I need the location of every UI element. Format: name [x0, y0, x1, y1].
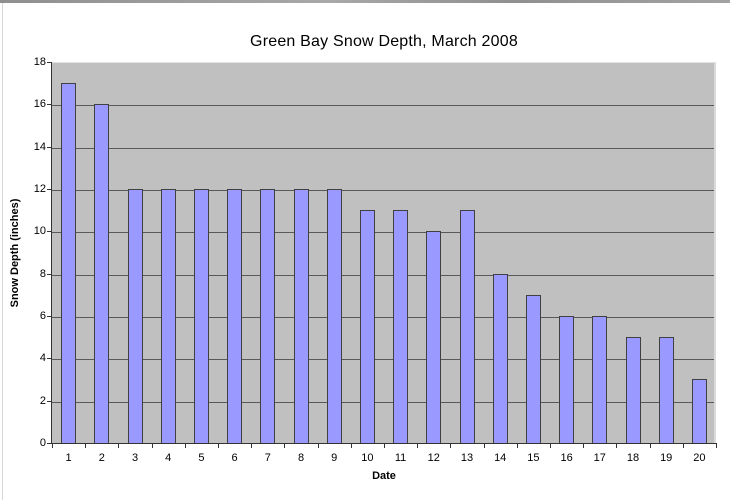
bar-day-8: [293, 189, 309, 443]
x-tick-label-6: 6: [231, 452, 238, 464]
y-tick-label-10: 10: [33, 225, 46, 238]
x-tick-label-13: 13: [460, 452, 474, 464]
x-tick-14: [516, 444, 518, 448]
x-tick-label-5: 5: [198, 452, 205, 464]
y-tick-12: [47, 189, 51, 190]
bar-day-3: [127, 189, 143, 443]
bar-day-4: [160, 189, 176, 443]
x-tick-19: [682, 444, 684, 448]
gridline-12: [52, 190, 714, 191]
y-axis-title: Snow Depth (inches): [9, 198, 21, 308]
y-tick-label-4: 4: [39, 352, 46, 365]
x-axis-line: [48, 443, 717, 444]
x-tick-label-10: 10: [361, 452, 374, 464]
x-tick-4: [184, 444, 186, 448]
gridline-10: [52, 232, 714, 234]
bar-day-11: [393, 210, 409, 443]
bar-day-20: [691, 379, 707, 443]
bar-day-1: [61, 83, 77, 443]
x-tick-9: [350, 444, 352, 448]
bar-day-13: [459, 210, 475, 443]
x-tick-label-4: 4: [165, 452, 172, 464]
x-tick-label-15: 15: [527, 452, 540, 464]
y-tick-label-6: 6: [39, 310, 46, 322]
bar-day-10: [359, 210, 375, 443]
bar-day-16: [559, 316, 575, 443]
gridline-16: [52, 105, 714, 107]
x-tick-label-1: 1: [65, 452, 72, 464]
x-tick-2: [118, 444, 120, 448]
y-tick-6: [47, 316, 51, 317]
x-tick-label-7: 7: [264, 452, 271, 464]
y-tick-label-2: 2: [39, 394, 46, 407]
y-tick-label-12: 12: [33, 183, 46, 195]
gridline-6: [52, 317, 714, 318]
x-tick-20: [716, 444, 717, 448]
y-tick-2: [47, 400, 51, 402]
bar-day-9: [326, 189, 342, 443]
x-tick-1: [85, 444, 87, 448]
y-tick-0: [47, 443, 51, 444]
plot-area: [52, 62, 716, 443]
window-top-edge: [0, 0, 730, 3]
x-tick-label-17: 17: [593, 452, 606, 464]
bar-day-15: [525, 295, 541, 443]
y-tick-8: [47, 273, 51, 275]
x-tick-3: [151, 444, 153, 448]
x-tick-15: [550, 444, 551, 448]
bar-day-12: [426, 231, 442, 443]
y-tick-18: [47, 62, 51, 63]
x-tick-17: [616, 444, 618, 448]
window-left-edge: [2, 3, 3, 500]
gridline-4: [52, 359, 714, 361]
gridline-2: [52, 401, 714, 403]
x-tick-label-12: 12: [427, 452, 440, 464]
x-tick-label-8: 8: [297, 452, 305, 464]
x-tick-label-16: 16: [560, 452, 573, 464]
y-tick-14: [47, 146, 51, 148]
x-tick-12: [450, 444, 452, 448]
y-axis-line: [51, 62, 52, 444]
x-tick-8: [317, 444, 319, 448]
bar-day-6: [227, 189, 243, 443]
x-tick-label-3: 3: [131, 452, 139, 464]
x-axis-title: Date: [372, 470, 396, 482]
y-tick-16: [47, 104, 51, 106]
gridline-14: [52, 147, 714, 149]
x-tick-0: [52, 444, 53, 448]
bar-day-7: [260, 189, 276, 443]
y-tick-label-0: 0: [39, 437, 46, 449]
bar-day-18: [625, 337, 641, 443]
y-tick-label-18: 18: [33, 56, 46, 68]
x-tick-7: [284, 444, 286, 448]
y-tick-4: [47, 358, 51, 360]
x-tick-10: [384, 444, 385, 448]
y-tick-label-14: 14: [33, 140, 46, 153]
y-tick-10: [47, 231, 51, 233]
x-tick-label-19: 19: [660, 452, 673, 464]
y-tick-label-16: 16: [33, 98, 46, 111]
bar-day-19: [658, 337, 674, 443]
x-tick-6: [251, 444, 253, 448]
bar-day-5: [193, 189, 209, 443]
bar-day-17: [592, 316, 608, 443]
x-tick-label-14: 14: [494, 452, 507, 464]
bar-day-2: [94, 104, 110, 443]
x-tick-11: [417, 444, 419, 448]
x-tick-16: [583, 444, 585, 448]
x-tick-label-20: 20: [693, 452, 706, 464]
x-tick-label-2: 2: [98, 452, 105, 464]
x-tick-label-18: 18: [626, 452, 640, 464]
y-tick-label-8: 8: [39, 267, 46, 280]
x-tick-18: [649, 444, 651, 448]
x-tick-13: [483, 444, 485, 448]
chart-title: Green Bay Snow Depth, March 2008: [250, 33, 518, 50]
x-tick-5: [218, 444, 219, 448]
x-tick-label-9: 9: [331, 452, 338, 464]
x-tick-label-11: 11: [394, 452, 407, 464]
gridline-8: [52, 274, 714, 276]
bar-day-14: [492, 274, 508, 443]
